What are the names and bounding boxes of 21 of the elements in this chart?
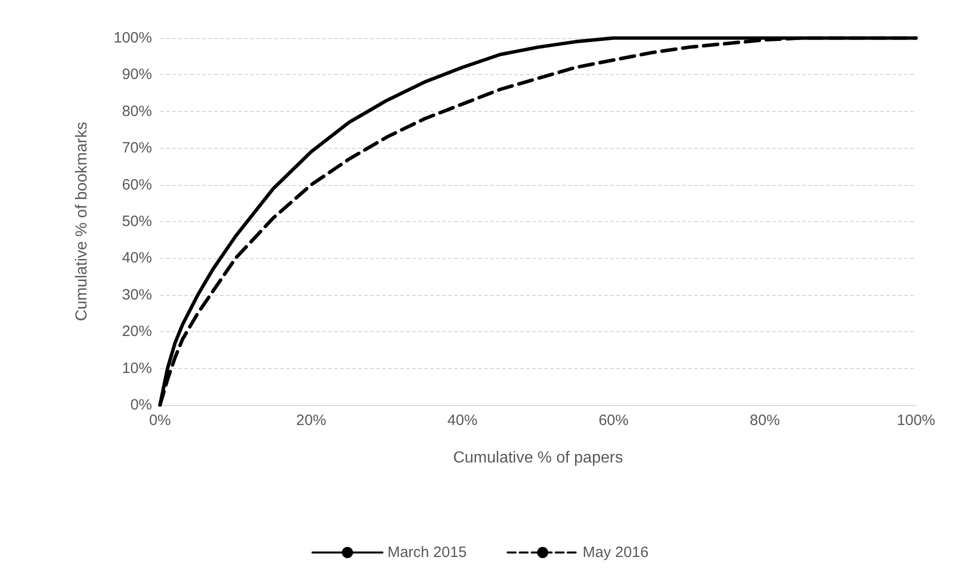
x-tick-label: 100%	[896, 412, 936, 429]
y-tick-label: 100%	[114, 30, 152, 46]
y-tick-label: 20%	[122, 323, 152, 340]
y-axis-title: Cumulative % of bookmarks	[74, 122, 90, 322]
x-tick-label: 0%	[149, 412, 171, 429]
y-tick-label: 80%	[122, 102, 152, 120]
x-tick-label: 60%	[598, 412, 629, 429]
y-tick-label: 0%	[130, 396, 152, 414]
y-tick-label: 90%	[122, 66, 152, 84]
x-tick-label: 40%	[447, 412, 478, 429]
y-tick-label: 40%	[122, 250, 152, 267]
x-tick-label: 20%	[296, 412, 326, 429]
x-axis-title: Cumulative % of papers	[453, 450, 623, 466]
y-tick-label: 30%	[122, 286, 152, 304]
legend-label: March 2015	[387, 544, 467, 561]
y-tick-label: 10%	[122, 360, 152, 377]
legend-label: May 2016	[582, 544, 649, 561]
y-tick-label: 70%	[122, 140, 152, 157]
x-tick-label: 80%	[750, 412, 780, 429]
y-tick-label: 50%	[122, 213, 152, 230]
y-tick-label: 60%	[122, 176, 152, 194]
